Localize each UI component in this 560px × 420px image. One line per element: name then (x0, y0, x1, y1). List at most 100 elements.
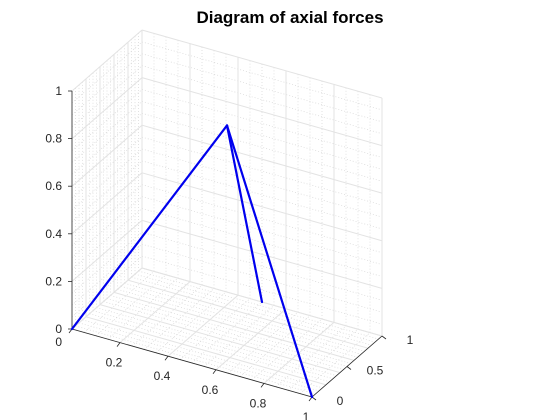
minor-wally-z-line (141, 196, 383, 265)
x-tick-mark (116, 342, 121, 347)
minor-floor-x-line (227, 311, 299, 374)
minor-floor-x-line (131, 284, 203, 347)
minor-wally-z-line (141, 41, 383, 111)
minor-wally-z-line (141, 231, 383, 301)
minor-wally-z-line (141, 255, 383, 325)
x-tick-mark (260, 383, 265, 388)
minor-floor-y-line (138, 270, 379, 340)
minor-floor-x-line (203, 305, 275, 367)
minor-floor-y-line (78, 322, 320, 392)
minor-floor-y-line (89, 313, 330, 383)
member-line-2 (225, 124, 314, 399)
minor-floor-y-line (124, 282, 365, 352)
minor-floor-y-line (82, 319, 323, 389)
y-tick-mark (346, 366, 352, 370)
major-floor-y-line (113, 291, 355, 361)
minor-wallx-z-line (71, 101, 143, 163)
z-tick-label: 0.8 (45, 132, 62, 146)
minor-wallx-z-line (71, 148, 143, 211)
minor-floor-x-line (107, 277, 179, 340)
minor-wallx-z-line (71, 184, 143, 246)
major-floor-x-line (119, 281, 191, 343)
minor-floor-x-line (143, 288, 215, 350)
major-floor-y-line (99, 304, 341, 374)
minor-wally-z-line (141, 208, 383, 277)
chart-title: Diagram of axial forces (196, 8, 383, 27)
x-tick-label: 0.4 (154, 369, 171, 383)
member-line-3 (225, 124, 264, 304)
major-wally-z-line (141, 77, 383, 147)
major-wallx-z-line (71, 220, 143, 282)
minor-wally-z-line (141, 89, 383, 158)
major-floor-y-line (85, 316, 327, 386)
y-tick-label: 1 (407, 333, 414, 347)
major-wallx-z-line (71, 29, 143, 92)
minor-wally-z-line (141, 136, 383, 206)
major-floor-x-line (215, 308, 287, 371)
z-tick-label: 0 (55, 322, 62, 336)
minor-floor-y-line (75, 325, 316, 395)
x-tick-mark (164, 355, 169, 361)
z-tick-label: 0.4 (45, 227, 62, 241)
minor-floor-y-line (96, 307, 337, 376)
minor-wally-z-line (141, 101, 383, 170)
x-tick-label: 1 (303, 410, 310, 420)
minor-floor-x-line (275, 325, 347, 388)
major-wally-z-line (141, 29, 383, 99)
major-wallx-z-line (71, 124, 143, 187)
y-tick-label: 0 (337, 394, 344, 408)
data-series (70, 124, 314, 399)
minor-wallx-z-line (71, 243, 143, 306)
x-tick-label-origin: 0 (55, 335, 62, 349)
x-tick-mark (212, 369, 217, 375)
minor-floor-y-line (134, 273, 376, 343)
minor-floor-x-line (155, 291, 227, 354)
minor-wallx-z-line (71, 160, 143, 223)
minor-floor-y-line (110, 295, 351, 364)
minor-floor-y-line (103, 301, 344, 370)
x-tick-label: 0.6 (202, 383, 219, 397)
minor-floor-x-line (251, 318, 323, 381)
major-floor-y-line (127, 279, 369, 349)
minor-floor-x-line (95, 274, 167, 337)
y-tick-label: 0.5 (367, 364, 384, 378)
minor-floor-x-line (299, 332, 371, 394)
minor-floor-x-line (191, 301, 263, 364)
axes-box (68, 90, 387, 402)
minor-wally-z-line (141, 148, 383, 218)
z-tick-label: 0.6 (45, 179, 62, 193)
minor-wallx-z-line (71, 89, 143, 151)
x-axis-line (71, 328, 313, 398)
minor-floor-y-line (106, 298, 348, 367)
minor-floor-y-line (117, 289, 358, 358)
minor-floor-y-line (131, 276, 372, 346)
minor-wally-z-line (141, 243, 383, 313)
major-wallx-z-line (71, 77, 143, 139)
major-wallx-z-line (71, 267, 143, 330)
minor-wally-z-line (141, 53, 383, 123)
tick-labels: 0.2 0.4 0.6 0.8 1 0 0.5 1 0 0.2 0.4 0.6 0.8 1 0 (45, 84, 413, 420)
minor-wally-z-line (141, 65, 383, 135)
minor-wallx-z-line (71, 255, 143, 318)
member-line-1 (70, 124, 229, 331)
minor-wallx-z-line (71, 65, 143, 127)
z-tick-label: 1 (55, 84, 62, 98)
major-floor-x-line (167, 294, 239, 357)
minor-wallx-z-line (71, 208, 143, 270)
minor-wally-z-line (141, 160, 383, 230)
major-wallx-z-line (71, 172, 143, 235)
minor-floor-x-line (287, 328, 359, 391)
minor-wally-z-line (141, 184, 383, 254)
x-tick-label: 0.2 (106, 356, 123, 370)
minor-grid (71, 33, 383, 395)
minor-wally-z-line (141, 112, 383, 182)
z-tick-label: 0.2 (45, 274, 62, 288)
minor-floor-y-line (120, 285, 362, 355)
minor-wallx-z-line (71, 41, 143, 104)
y-tick-mark (381, 335, 387, 340)
minor-wallx-z-line (71, 53, 143, 116)
major-wally-z-line (141, 219, 383, 289)
minor-floor-x-line (239, 315, 311, 377)
